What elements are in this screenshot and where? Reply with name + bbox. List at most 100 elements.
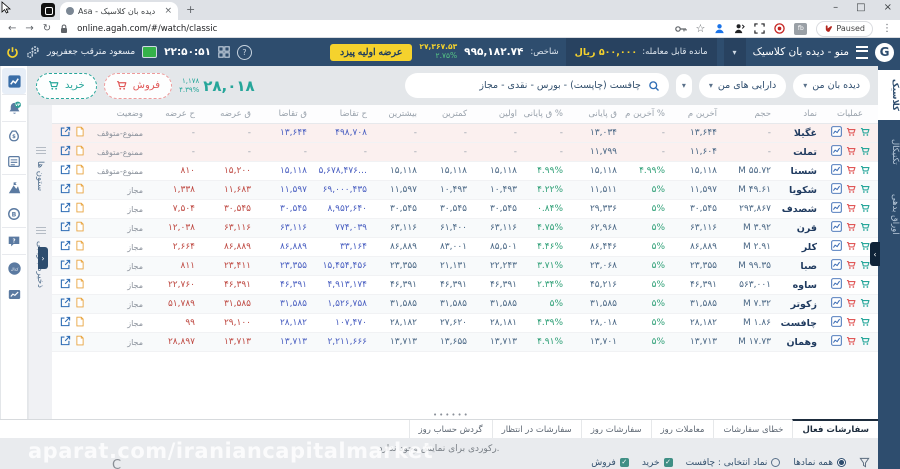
column-header[interactable]: وضعیت [92, 105, 148, 124]
row-note-file-icon[interactable] [75, 145, 85, 159]
row-detail-link-icon[interactable] [60, 316, 71, 330]
app-title[interactable]: منو - دیده بان کلاسیک [752, 46, 849, 58]
column-header[interactable]: آخرین م [670, 105, 722, 124]
column-header[interactable]: % آخرین م ↑ [622, 105, 670, 124]
row-detail-link-icon[interactable] [60, 202, 71, 216]
watchlist-switcher[interactable]: ▾ [723, 38, 746, 66]
row-sell-cart-icon[interactable] [846, 146, 856, 159]
row-detail-link-icon[interactable] [60, 183, 71, 197]
row-chart-icon[interactable] [830, 240, 842, 254]
portfolio-bag-icon[interactable]: $ [2, 121, 26, 148]
row-sell-cart-icon[interactable] [846, 279, 856, 292]
row-detail-link-icon[interactable] [60, 240, 71, 254]
row-buy-cart-icon[interactable] [860, 298, 870, 311]
fb-extension-icon[interactable]: fb [794, 22, 808, 35]
column-header[interactable]: اولین [472, 105, 522, 124]
table-row[interactable]: تملت -۱۱,۶۰۴-۱۱,۷۹۹- - - - - - - - ممنوع-متوقف [52, 142, 878, 162]
columns-panel-grip[interactable] [36, 147, 46, 156]
extension-icon[interactable] [41, 3, 55, 17]
row-sell-cart-icon[interactable] [846, 260, 856, 273]
row-sell-cart-icon[interactable] [846, 165, 856, 178]
alerts-bell-vp-icon[interactable]: VP [2, 94, 26, 121]
symbol-cell[interactable]: چافست [776, 313, 822, 333]
row-note-file-icon[interactable] [75, 183, 85, 197]
symbol-cell[interactable]: شستا [776, 161, 822, 181]
row-detail-link-icon[interactable] [60, 126, 71, 140]
row-chart-icon[interactable] [830, 297, 842, 311]
row-buy-cart-icon[interactable] [860, 279, 870, 292]
row-buy-cart-icon[interactable] [860, 165, 870, 178]
table-row[interactable]: ساوه ۵۶۳,۰۰۱ ۴۶,۳۹۱ ۵% ۴۵,۲۱۶ ۲.۳۴% ۴۶,۳۹۱ ۴۶,۳… [52, 275, 878, 295]
column-header[interactable]: ق پایانی [568, 105, 622, 124]
row-sell-cart-icon[interactable] [846, 336, 856, 349]
right-panel-collapse-handle[interactable]: ‹ [870, 242, 880, 266]
bottom-tab-item[interactable]: خطای سفارشات [713, 420, 792, 439]
row-buy-cart-icon[interactable] [860, 241, 870, 254]
bottom-tab-item[interactable]: گردش حساب روز [408, 420, 492, 439]
table-row[interactable]: قرن ۳.۹۲ M ۶۳,۱۱۶ ۵% ۶۲,۹۶۸ ۴.۷۵% ۶۳,۱۱۶ ۶۱,۴۰۰… [52, 218, 878, 238]
symbol-search-input[interactable] [413, 79, 643, 92]
symbol-cell[interactable]: شکویا [776, 180, 822, 200]
symbol-cell[interactable]: قرن [776, 218, 822, 238]
logout-power-icon[interactable] [6, 46, 19, 59]
column-header[interactable]: ح عرضه [148, 105, 200, 124]
row-detail-link-icon[interactable] [60, 145, 71, 159]
row-chart-icon[interactable] [830, 164, 842, 178]
table-row[interactable]: شصدف ۲۹۳,۸۶۷ ۳۰,۵۴۵ ۵% ۲۹,۳۳۶ ۰.۸۴% ۳۰,۵۴۵ ۳۰,۵… [52, 199, 878, 219]
table-row[interactable]: شستا ۵۵.۷۲ M ۱۵,۱۱۸ ۴.۹۹% ۱۵,۱۱۸ ۴.۹۹% ۱۵,۱۱۸ ۱… [52, 161, 878, 181]
row-chart-icon[interactable] [830, 316, 842, 330]
row-note-file-icon[interactable] [75, 221, 85, 235]
share-person-icon[interactable] [734, 23, 746, 34]
panel-resize-handle[interactable]: •••••• [433, 411, 470, 419]
row-note-file-icon[interactable] [75, 335, 85, 349]
table-row[interactable]: کلر ۲.۹۱ M ۸۶,۸۸۹ ۵% ۸۶,۴۴۶ ۴.۴۶% ۸۵,۵۰۱ ۸۳,۰۰۱… [52, 237, 878, 257]
row-sell-cart-icon[interactable] [846, 241, 856, 254]
column-header[interactable]: بیشترین [372, 105, 422, 124]
save-restore-panel-grip[interactable] [36, 227, 46, 236]
watchlist-chart-icon[interactable] [2, 68, 26, 94]
funds-coin-icon[interactable]: B [2, 201, 26, 227]
row-detail-link-icon[interactable] [60, 164, 71, 178]
symbol-cell[interactable]: ساوه [776, 275, 822, 295]
row-note-file-icon[interactable] [75, 278, 85, 292]
row-sell-cart-icon[interactable] [846, 127, 856, 140]
bottom-tab-active[interactable]: سفارشات فعال [792, 419, 878, 439]
orders-list-icon[interactable] [2, 148, 26, 174]
symbol-cell[interactable]: کلر [776, 237, 822, 257]
my-assets-button[interactable]: دارایی های من ▾ [698, 73, 787, 98]
forward-button[interactable]: → [25, 23, 34, 34]
symbol-cell[interactable]: صبا [776, 256, 822, 276]
bookmark-star-icon[interactable]: ☆ [695, 22, 706, 35]
my-watchlist-dropdown[interactable]: دیده بان من ▾ [793, 73, 870, 98]
new-tab-button[interactable]: + [186, 3, 196, 16]
column-header[interactable] [52, 105, 92, 124]
row-note-file-icon[interactable] [75, 297, 85, 311]
column-header[interactable]: کمترین [422, 105, 472, 124]
codal-icon[interactable]: کدال [2, 254, 26, 281]
right-tab-3[interactable]: اوراق بدهی [890, 193, 900, 235]
filter-funnel-icon[interactable] [859, 457, 870, 468]
row-sell-cart-icon[interactable] [846, 184, 856, 197]
market-board-icon[interactable] [2, 281, 26, 307]
table-row[interactable]: وهمان ۱۷.۷۳ M ۱۳,۷۱۳ ۵% ۱۳,۷۰۱ ۴.۹۱% ۱۳,۷۱۳ ۱۳,… [52, 332, 878, 352]
window-close-button[interactable]: × [883, 2, 892, 13]
column-header[interactable]: % ق پایانی [522, 105, 568, 124]
symbol-cell[interactable]: شصدف [776, 199, 822, 219]
buy-button[interactable]: خرید [36, 72, 97, 99]
symbol-cell[interactable]: وهمان [776, 332, 822, 352]
filter-selected-symbol-radio[interactable]: نماد انتخابی : چافست [686, 458, 781, 468]
row-sell-cart-icon[interactable] [846, 317, 856, 330]
layout-grid-icon[interactable] [218, 46, 230, 58]
watchlist-options-dropdown[interactable]: ▾ [675, 73, 692, 98]
sell-button[interactable]: فروش [103, 72, 173, 99]
column-header[interactable]: ح تقاضا [312, 105, 372, 124]
filter-sell-checkbox[interactable]: ✓ فروش [591, 458, 629, 468]
column-header[interactable]: ق عرضه [200, 105, 256, 124]
filter-all-symbols-radio[interactable]: همه نمادها [793, 458, 846, 468]
row-sell-cart-icon[interactable] [846, 203, 856, 216]
bottom-tab-item[interactable]: سفارشات روز [580, 420, 651, 439]
row-buy-cart-icon[interactable] [860, 184, 870, 197]
agah-logo[interactable]: G [875, 42, 894, 62]
table-row[interactable]: غگیلا -۱۳,۶۴۴-۱۳,۰۳۴- - - -۴۹۸,۷۰۸ ۱۳,۶۴۴- - مم… [52, 123, 878, 143]
row-chart-icon[interactable] [830, 126, 842, 140]
